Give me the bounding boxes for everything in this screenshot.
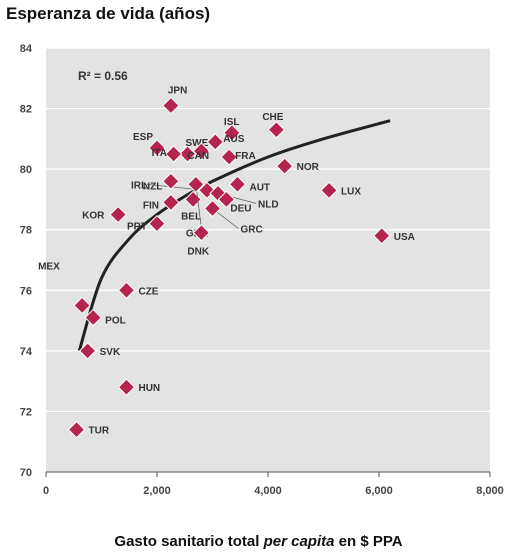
- point-isl: [223, 124, 241, 142]
- label-aus: AUS: [223, 134, 244, 145]
- label-can: CAN: [187, 151, 209, 162]
- label-grc: GRC: [241, 225, 263, 236]
- y-tick-label: 70: [20, 467, 32, 479]
- point-cze: [117, 281, 136, 299]
- x-axis-label-italic: per capita: [263, 533, 335, 550]
- label-deu: DEU: [230, 203, 251, 214]
- label-pol: POL: [105, 316, 126, 327]
- label-nor: NOR: [297, 162, 320, 173]
- point-aus: [206, 133, 224, 151]
- x-tick-label: 6,000: [365, 485, 393, 497]
- point-tur: [67, 420, 86, 439]
- y-tick-label: 78: [20, 225, 32, 237]
- point-svk: [78, 342, 97, 360]
- x-tick-label: 2,000: [143, 485, 171, 497]
- point-kor: [109, 205, 127, 224]
- label-kor: KOR: [82, 211, 105, 222]
- label-fra: FRA: [235, 151, 256, 162]
- gridlines: [46, 47, 490, 413]
- x-tick-label: 4,000: [254, 485, 282, 497]
- label-jpn: JPN: [168, 86, 187, 97]
- point-pol: [84, 308, 102, 327]
- x-axis-label: Gasto sanitario total per capita en $ PP…: [0, 533, 517, 550]
- point-dnk: [192, 224, 211, 242]
- point-fra: [220, 148, 238, 166]
- point-deu: [217, 190, 236, 209]
- x-axis-label-part1: Gasto sanitario total: [114, 533, 264, 550]
- label-nld: NLD: [258, 199, 279, 210]
- y-tick-label: 76: [20, 285, 32, 297]
- label-usa: USA: [394, 232, 415, 243]
- label-hun: HUN: [138, 383, 160, 394]
- point-lux: [320, 181, 338, 200]
- trend-line: [77, 119, 391, 352]
- x-tick-label: 8,000: [476, 485, 504, 497]
- x-tick-label: 0: [43, 485, 49, 497]
- label-isl: ISL: [224, 117, 240, 128]
- point-aut: [228, 175, 247, 193]
- point-mex: [73, 296, 91, 315]
- point-jpn: [162, 96, 180, 115]
- label-svk: SVK: [100, 347, 121, 358]
- scatter-chart: 70 72 74 76 78 80 82 84 0 2,000 4,000 6,000 8,000 R²…: [20, 43, 504, 497]
- point-prt: [148, 214, 166, 233]
- label-bel: BEL: [181, 211, 201, 222]
- y-tick-label: 74: [20, 346, 33, 358]
- label-irl: IRL: [131, 180, 147, 191]
- point-gbr: [187, 175, 205, 193]
- point-grc: [203, 199, 222, 218]
- x-axis-label-part3: en $ PPA: [334, 533, 403, 550]
- point-nzl: [162, 172, 180, 190]
- point-esp: [148, 139, 166, 157]
- label-prt: PRT: [127, 222, 147, 233]
- y-tick-label: 72: [20, 406, 32, 418]
- point-nor: [275, 157, 294, 175]
- r-squared-annotation: R² = 0.56: [78, 69, 128, 83]
- point-hun: [117, 378, 136, 396]
- label-mex: MEX: [38, 261, 60, 272]
- label-lux: LUX: [341, 186, 361, 197]
- label-nzl: NZL: [143, 181, 162, 192]
- label-ita: ITA: [152, 148, 167, 159]
- label-aut: AUT: [249, 182, 270, 193]
- label-esp: ESP: [133, 132, 153, 143]
- point-swe: [178, 145, 197, 163]
- tick-labels: 70 72 74 76 78 80 82 84 0 2,000 4,000 6,000 8,000: [20, 43, 504, 497]
- y-tick-label: 80: [20, 164, 32, 176]
- point-ita: [164, 145, 183, 163]
- label-swe: SWE: [186, 138, 209, 149]
- chart-title: Esperanza de vida (años): [6, 4, 211, 23]
- y-tick-label: 84: [20, 43, 33, 55]
- label-cze: CZE: [138, 286, 158, 297]
- label-dnk: DNK: [187, 247, 209, 258]
- point-usa: [373, 227, 391, 245]
- point-can: [192, 142, 211, 160]
- y-tick-label: 82: [20, 104, 32, 116]
- plot-background: [46, 48, 490, 472]
- point-fin: [162, 193, 180, 212]
- label-fin: FIN: [143, 200, 159, 211]
- leader-line-gbr: [195, 184, 203, 233]
- label-tur: TUR: [89, 426, 110, 437]
- label-che: CHE: [262, 112, 283, 123]
- point-che: [267, 121, 286, 139]
